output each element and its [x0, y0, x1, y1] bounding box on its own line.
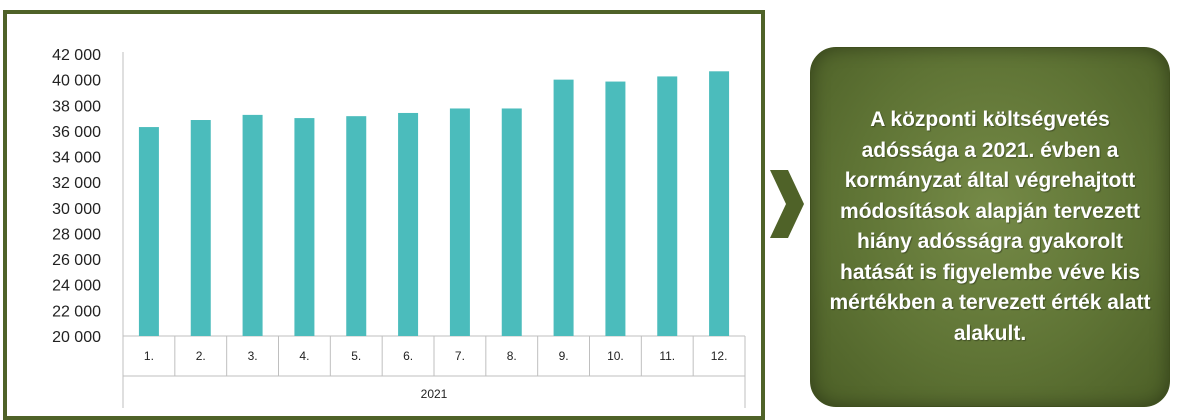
x-tick-label: 7. — [455, 349, 465, 363]
y-tick-label: 22 000 — [52, 303, 101, 320]
x-tick-label: 5. — [351, 349, 361, 363]
bar — [657, 76, 678, 336]
x-tick-label: 11. — [659, 349, 675, 363]
x-tick-label: 8. — [507, 349, 517, 363]
bar-chart: 20 000 22 000 24 000 26 000 28 000 30 000 32 0… — [52, 47, 746, 408]
y-tick-label: 24 000 — [52, 278, 101, 295]
x-tick-label: 6. — [403, 349, 413, 363]
bar — [709, 71, 730, 336]
x-tick-label: 3. — [248, 349, 258, 363]
summary-callout: A központi költségvetés adóssága a 2021.… — [810, 47, 1170, 407]
y-tick-label: 32 000 — [52, 175, 101, 192]
x-tick-label: 10. — [607, 349, 624, 363]
x-group-label: 2021 — [421, 387, 448, 401]
bar — [242, 114, 263, 337]
x-tick-label: 12. — [711, 349, 728, 363]
y-tick-label: 36 000 — [52, 124, 101, 141]
y-tick-label: 26 000 — [52, 252, 101, 269]
x-tick-label: 9. — [559, 349, 569, 363]
bar — [190, 120, 211, 336]
chevron-right-icon — [770, 170, 804, 238]
callout-text: A központi költségvetés adóssága a 2021.… — [829, 108, 1151, 345]
x-tick-label: 4. — [299, 349, 309, 363]
chart-frame: 20 000 22 000 24 000 26 000 28 000 30 000 32 0… — [3, 10, 765, 420]
y-tick-label: 34 000 — [52, 150, 101, 167]
y-tick-label: 38 000 — [52, 98, 101, 115]
x-tick-label: 2. — [196, 349, 206, 363]
x-tick-label: 1. — [144, 349, 154, 363]
bar — [398, 112, 419, 336]
bar — [501, 108, 522, 337]
y-tick-label: 28 000 — [52, 226, 101, 243]
bar — [605, 81, 626, 337]
y-tick-label: 40 000 — [52, 73, 101, 90]
y-tick-label: 20 000 — [52, 329, 101, 346]
bar — [553, 79, 574, 337]
bar — [346, 116, 367, 336]
bar — [294, 118, 315, 336]
bar — [138, 127, 159, 337]
y-tick-label: 30 000 — [52, 201, 101, 218]
y-tick-label: 42 000 — [52, 47, 101, 64]
bar — [449, 108, 470, 337]
